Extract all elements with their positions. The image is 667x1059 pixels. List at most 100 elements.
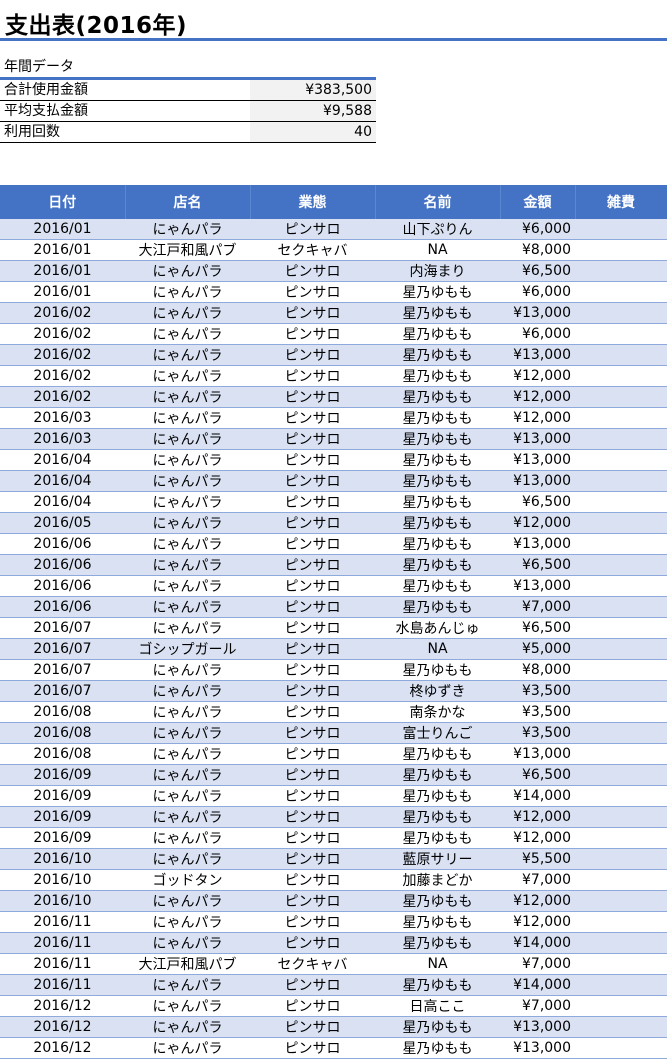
cell-date[interactable]: 2016/01 <box>0 239 125 261</box>
cell-misc[interactable] <box>575 239 667 261</box>
cell-name[interactable]: 星乃ゆもも <box>375 407 500 429</box>
cell-category[interactable]: ピンサロ <box>250 302 375 324</box>
cell-category[interactable]: ピンサロ <box>250 1037 375 1059</box>
cell-amount[interactable]: ¥13,000 <box>500 344 575 366</box>
cell-shop[interactable]: にゃんパラ <box>125 323 250 345</box>
cell-name[interactable]: 星乃ゆもも <box>375 554 500 576</box>
cell-amount[interactable]: ¥6,500 <box>500 260 575 282</box>
cell-misc[interactable] <box>575 890 667 912</box>
cell-shop[interactable]: にゃんパラ <box>125 617 250 639</box>
cell-date[interactable]: 2016/02 <box>0 302 125 324</box>
cell-category[interactable]: ピンサロ <box>250 827 375 849</box>
cell-category[interactable]: ピンサロ <box>250 533 375 555</box>
cell-category[interactable]: ピンサロ <box>250 491 375 513</box>
cell-name[interactable]: 内海まり <box>375 260 500 282</box>
cell-misc[interactable] <box>575 365 667 387</box>
column-header-date[interactable]: 日付 <box>0 185 126 219</box>
cell-amount[interactable]: ¥12,000 <box>500 512 575 534</box>
cell-shop[interactable]: にゃんパラ <box>125 1016 250 1038</box>
cell-date[interactable]: 2016/08 <box>0 743 125 765</box>
cell-name[interactable]: 星乃ゆもも <box>375 512 500 534</box>
cell-category[interactable]: ピンサロ <box>250 407 375 429</box>
cell-shop[interactable]: にゃんパラ <box>125 911 250 933</box>
cell-date[interactable]: 2016/01 <box>0 260 125 282</box>
cell-name[interactable]: 星乃ゆもも <box>375 1037 500 1059</box>
cell-name[interactable]: 星乃ゆもも <box>375 806 500 828</box>
cell-misc[interactable] <box>575 575 667 597</box>
cell-category[interactable]: ピンサロ <box>250 323 375 345</box>
cell-amount[interactable]: ¥5,000 <box>500 638 575 660</box>
cell-shop[interactable]: にゃんパラ <box>125 281 250 303</box>
cell-name[interactable]: NA <box>375 953 500 975</box>
cell-shop[interactable]: にゃんパラ <box>125 449 250 471</box>
cell-category[interactable]: ピンサロ <box>250 806 375 828</box>
cell-date[interactable]: 2016/11 <box>0 974 125 996</box>
cell-misc[interactable] <box>575 428 667 450</box>
cell-shop[interactable]: にゃんパラ <box>125 764 250 786</box>
summary-value[interactable]: 40 <box>250 122 376 142</box>
cell-amount[interactable]: ¥6,000 <box>500 281 575 303</box>
cell-misc[interactable] <box>575 974 667 996</box>
cell-date[interactable]: 2016/10 <box>0 848 125 870</box>
cell-category[interactable]: ピンサロ <box>250 281 375 303</box>
cell-amount[interactable]: ¥6,500 <box>500 491 575 513</box>
cell-shop[interactable]: にゃんパラ <box>125 722 250 744</box>
cell-name[interactable]: 星乃ゆもも <box>375 890 500 912</box>
cell-category[interactable]: ピンサロ <box>250 596 375 618</box>
cell-shop[interactable]: にゃんパラ <box>125 575 250 597</box>
cell-amount[interactable]: ¥12,000 <box>500 407 575 429</box>
cell-category[interactable]: ピンサロ <box>250 659 375 681</box>
cell-misc[interactable] <box>575 680 667 702</box>
cell-shop[interactable]: にゃんパラ <box>125 512 250 534</box>
cell-misc[interactable] <box>575 449 667 471</box>
cell-name[interactable]: 星乃ゆもも <box>375 491 500 513</box>
cell-category[interactable]: ピンサロ <box>250 554 375 576</box>
cell-shop[interactable]: にゃんパラ <box>125 932 250 954</box>
cell-date[interactable]: 2016/12 <box>0 995 125 1017</box>
cell-shop[interactable]: にゃんパラ <box>125 302 250 324</box>
cell-misc[interactable] <box>575 932 667 954</box>
cell-shop[interactable]: にゃんパラ <box>125 344 250 366</box>
cell-category[interactable]: ピンサロ <box>250 386 375 408</box>
cell-name[interactable]: 星乃ゆもも <box>375 533 500 555</box>
column-header-name[interactable]: 名前 <box>375 185 501 219</box>
cell-category[interactable]: ピンサロ <box>250 932 375 954</box>
cell-amount[interactable]: ¥6,000 <box>500 323 575 345</box>
cell-name[interactable]: NA <box>375 239 500 261</box>
cell-date[interactable]: 2016/07 <box>0 638 125 660</box>
cell-amount[interactable]: ¥6,000 <box>500 219 575 240</box>
cell-name[interactable]: 星乃ゆもも <box>375 281 500 303</box>
cell-date[interactable]: 2016/04 <box>0 449 125 471</box>
cell-amount[interactable]: ¥13,000 <box>500 743 575 765</box>
cell-date[interactable]: 2016/09 <box>0 827 125 849</box>
cell-misc[interactable] <box>575 470 667 492</box>
cell-amount[interactable]: ¥12,000 <box>500 806 575 828</box>
cell-date[interactable]: 2016/08 <box>0 722 125 744</box>
cell-category[interactable]: ピンサロ <box>250 449 375 471</box>
column-header-shop[interactable]: 店名 <box>125 185 251 219</box>
column-header-misc[interactable]: 雑費 <box>575 185 667 219</box>
cell-date[interactable]: 2016/06 <box>0 596 125 618</box>
cell-shop[interactable]: 大江戸和風パブ <box>125 953 250 975</box>
cell-category[interactable]: ピンサロ <box>250 470 375 492</box>
cell-name[interactable]: 星乃ゆもも <box>375 974 500 996</box>
cell-shop[interactable]: にゃんパラ <box>125 428 250 450</box>
cell-name[interactable]: 南条かな <box>375 701 500 723</box>
cell-date[interactable]: 2016/06 <box>0 554 125 576</box>
column-header-category[interactable]: 業態 <box>250 185 376 219</box>
cell-date[interactable]: 2016/08 <box>0 701 125 723</box>
cell-misc[interactable] <box>575 617 667 639</box>
cell-name[interactable]: 星乃ゆもも <box>375 659 500 681</box>
cell-misc[interactable] <box>575 743 667 765</box>
cell-category[interactable]: ピンサロ <box>250 219 375 240</box>
cell-category[interactable]: ピンサロ <box>250 365 375 387</box>
cell-amount[interactable]: ¥14,000 <box>500 785 575 807</box>
cell-amount[interactable]: ¥14,000 <box>500 932 575 954</box>
cell-shop[interactable]: にゃんパラ <box>125 596 250 618</box>
cell-misc[interactable] <box>575 407 667 429</box>
cell-misc[interactable] <box>575 1016 667 1038</box>
cell-misc[interactable] <box>575 806 667 828</box>
cell-shop[interactable]: にゃんパラ <box>125 533 250 555</box>
cell-name[interactable]: 星乃ゆもも <box>375 743 500 765</box>
cell-amount[interactable]: ¥12,000 <box>500 386 575 408</box>
